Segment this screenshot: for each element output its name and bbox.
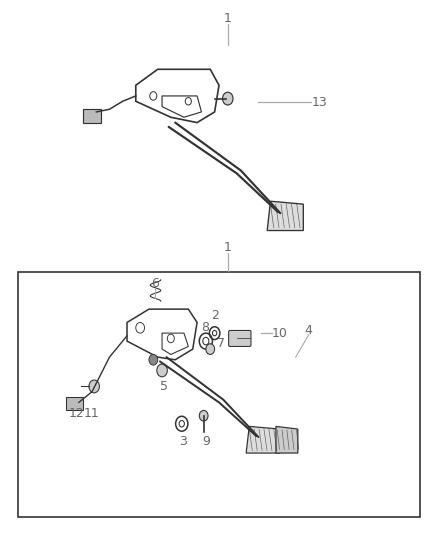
Circle shape [157, 364, 167, 377]
Circle shape [89, 380, 99, 393]
Text: 12: 12 [69, 407, 85, 419]
Text: 5: 5 [160, 380, 168, 393]
Text: 9: 9 [202, 435, 210, 448]
Text: 13: 13 [312, 96, 328, 109]
Text: 6: 6 [152, 277, 159, 290]
Text: 1: 1 [224, 241, 232, 254]
Text: 2: 2 [211, 309, 219, 322]
Polygon shape [276, 426, 298, 453]
Text: 8: 8 [201, 321, 209, 334]
FancyBboxPatch shape [229, 330, 251, 346]
Bar [83, 109, 101, 123]
Polygon shape [267, 201, 303, 230]
Text: 11: 11 [84, 407, 100, 419]
Polygon shape [246, 426, 280, 453]
Text: 10: 10 [272, 327, 287, 340]
Bar [18, 272, 420, 517]
Circle shape [206, 344, 215, 354]
Circle shape [199, 410, 208, 421]
Text: 1: 1 [224, 12, 232, 25]
Text: 4: 4 [305, 324, 313, 337]
Bar [66, 397, 83, 410]
Circle shape [223, 92, 233, 105]
Text: 3: 3 [179, 435, 187, 448]
Circle shape [149, 354, 158, 365]
Text: 7: 7 [217, 337, 225, 350]
